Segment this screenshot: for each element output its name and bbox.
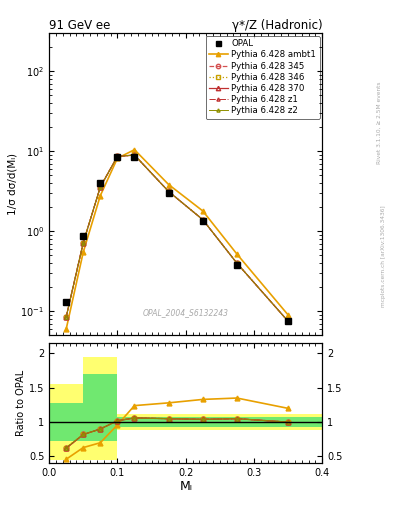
Pythia 6.428 370 bbox=[132, 152, 137, 158]
Bar bbox=[49, 385, 66, 460]
Pythia 6.428 345 bbox=[132, 152, 137, 158]
Pythia 6.428 z1 bbox=[81, 240, 86, 246]
Pythia 6.428 z1 bbox=[200, 217, 205, 223]
Text: 91 GeV ee: 91 GeV ee bbox=[49, 19, 110, 32]
Pythia 6.428 ambt1 bbox=[81, 249, 86, 255]
Pythia 6.428 z1 bbox=[235, 260, 239, 266]
Pythia 6.428 z1 bbox=[115, 154, 120, 160]
Pythia 6.428 345 bbox=[200, 217, 205, 223]
Pythia 6.428 ambt1 bbox=[200, 208, 205, 214]
Pythia 6.428 370 bbox=[81, 240, 86, 246]
OPAL bbox=[81, 232, 86, 239]
Pythia 6.428 370 bbox=[286, 318, 290, 325]
Pythia 6.428 370 bbox=[115, 154, 120, 160]
Line: Pythia 6.428 370: Pythia 6.428 370 bbox=[64, 153, 290, 324]
Pythia 6.428 346 bbox=[286, 318, 290, 325]
Pythia 6.428 z1 bbox=[166, 188, 171, 195]
Pythia 6.428 370 bbox=[98, 184, 103, 190]
Pythia 6.428 370 bbox=[166, 188, 171, 195]
Pythia 6.428 z2 bbox=[235, 260, 239, 266]
OPAL bbox=[166, 190, 171, 196]
Pythia 6.428 370 bbox=[200, 217, 205, 223]
Bar bbox=[118, 414, 322, 431]
Pythia 6.428 z2 bbox=[64, 314, 68, 320]
Pythia 6.428 346 bbox=[115, 154, 120, 160]
Pythia 6.428 z2 bbox=[286, 318, 290, 325]
Pythia 6.428 ambt1 bbox=[286, 312, 290, 318]
Pythia 6.428 345 bbox=[81, 240, 86, 246]
Pythia 6.428 ambt1 bbox=[64, 326, 68, 332]
Pythia 6.428 ambt1 bbox=[166, 181, 171, 187]
Pythia 6.428 346 bbox=[132, 152, 137, 158]
Pythia 6.428 z1 bbox=[98, 184, 103, 190]
Pythia 6.428 346 bbox=[81, 240, 86, 246]
Pythia 6.428 346 bbox=[98, 184, 103, 190]
Pythia 6.428 345 bbox=[235, 260, 239, 266]
OPAL bbox=[98, 180, 103, 186]
Pythia 6.428 z2 bbox=[81, 240, 86, 246]
OPAL bbox=[286, 318, 290, 325]
Line: Pythia 6.428 z1: Pythia 6.428 z1 bbox=[64, 153, 290, 323]
Pythia 6.428 z2 bbox=[166, 188, 171, 195]
Pythia 6.428 346 bbox=[200, 217, 205, 223]
Pythia 6.428 345 bbox=[64, 314, 68, 320]
Text: mcplots.cern.ch [arXiv:1306.3436]: mcplots.cern.ch [arXiv:1306.3436] bbox=[381, 205, 386, 307]
Bar bbox=[83, 357, 118, 460]
Text: OPAL_2004_S6132243: OPAL_2004_S6132243 bbox=[143, 308, 229, 317]
Bar bbox=[66, 403, 83, 441]
Pythia 6.428 345 bbox=[115, 154, 120, 160]
Pythia 6.428 ambt1 bbox=[115, 155, 120, 161]
OPAL bbox=[132, 154, 137, 160]
X-axis label: Mₗ: Mₗ bbox=[179, 480, 192, 493]
Line: OPAL: OPAL bbox=[63, 154, 291, 324]
OPAL bbox=[64, 299, 68, 305]
Text: γ*/Z (Hadronic): γ*/Z (Hadronic) bbox=[231, 19, 322, 32]
Legend: OPAL, Pythia 6.428 ambt1, Pythia 6.428 345, Pythia 6.428 346, Pythia 6.428 370, : OPAL, Pythia 6.428 ambt1, Pythia 6.428 3… bbox=[206, 36, 320, 119]
Pythia 6.428 345 bbox=[286, 318, 290, 325]
Pythia 6.428 z2 bbox=[115, 154, 120, 160]
Pythia 6.428 370 bbox=[235, 260, 239, 266]
Pythia 6.428 ambt1 bbox=[235, 251, 239, 257]
Pythia 6.428 346 bbox=[166, 188, 171, 195]
Pythia 6.428 z1 bbox=[132, 152, 137, 158]
Pythia 6.428 370 bbox=[64, 314, 68, 320]
Bar bbox=[83, 374, 118, 441]
Pythia 6.428 346 bbox=[64, 314, 68, 320]
Line: Pythia 6.428 345: Pythia 6.428 345 bbox=[64, 153, 290, 324]
Pythia 6.428 346 bbox=[235, 260, 239, 266]
Bar bbox=[49, 403, 66, 441]
Pythia 6.428 z1 bbox=[64, 314, 68, 320]
OPAL bbox=[115, 154, 120, 160]
Pythia 6.428 z2 bbox=[200, 217, 205, 223]
Pythia 6.428 z2 bbox=[132, 152, 137, 158]
Bar bbox=[118, 417, 322, 427]
Pythia 6.428 z2 bbox=[98, 184, 103, 190]
Line: Pythia 6.428 ambt1: Pythia 6.428 ambt1 bbox=[64, 147, 290, 331]
Pythia 6.428 ambt1 bbox=[98, 193, 103, 199]
OPAL bbox=[200, 218, 205, 224]
Bar bbox=[66, 385, 83, 460]
Y-axis label: 1/σ dσ/d(Mₗ): 1/σ dσ/d(Mₗ) bbox=[7, 153, 18, 216]
Pythia 6.428 ambt1 bbox=[132, 146, 137, 153]
Line: Pythia 6.428 z2: Pythia 6.428 z2 bbox=[64, 153, 290, 323]
OPAL bbox=[235, 262, 239, 268]
Line: Pythia 6.428 346: Pythia 6.428 346 bbox=[64, 153, 290, 324]
Pythia 6.428 z1 bbox=[286, 318, 290, 325]
Pythia 6.428 345 bbox=[98, 184, 103, 190]
Y-axis label: Ratio to OPAL: Ratio to OPAL bbox=[16, 370, 26, 436]
Text: Rivet 3.1.10, ≥ 2.5M events: Rivet 3.1.10, ≥ 2.5M events bbox=[377, 81, 382, 164]
Pythia 6.428 345 bbox=[166, 188, 171, 195]
